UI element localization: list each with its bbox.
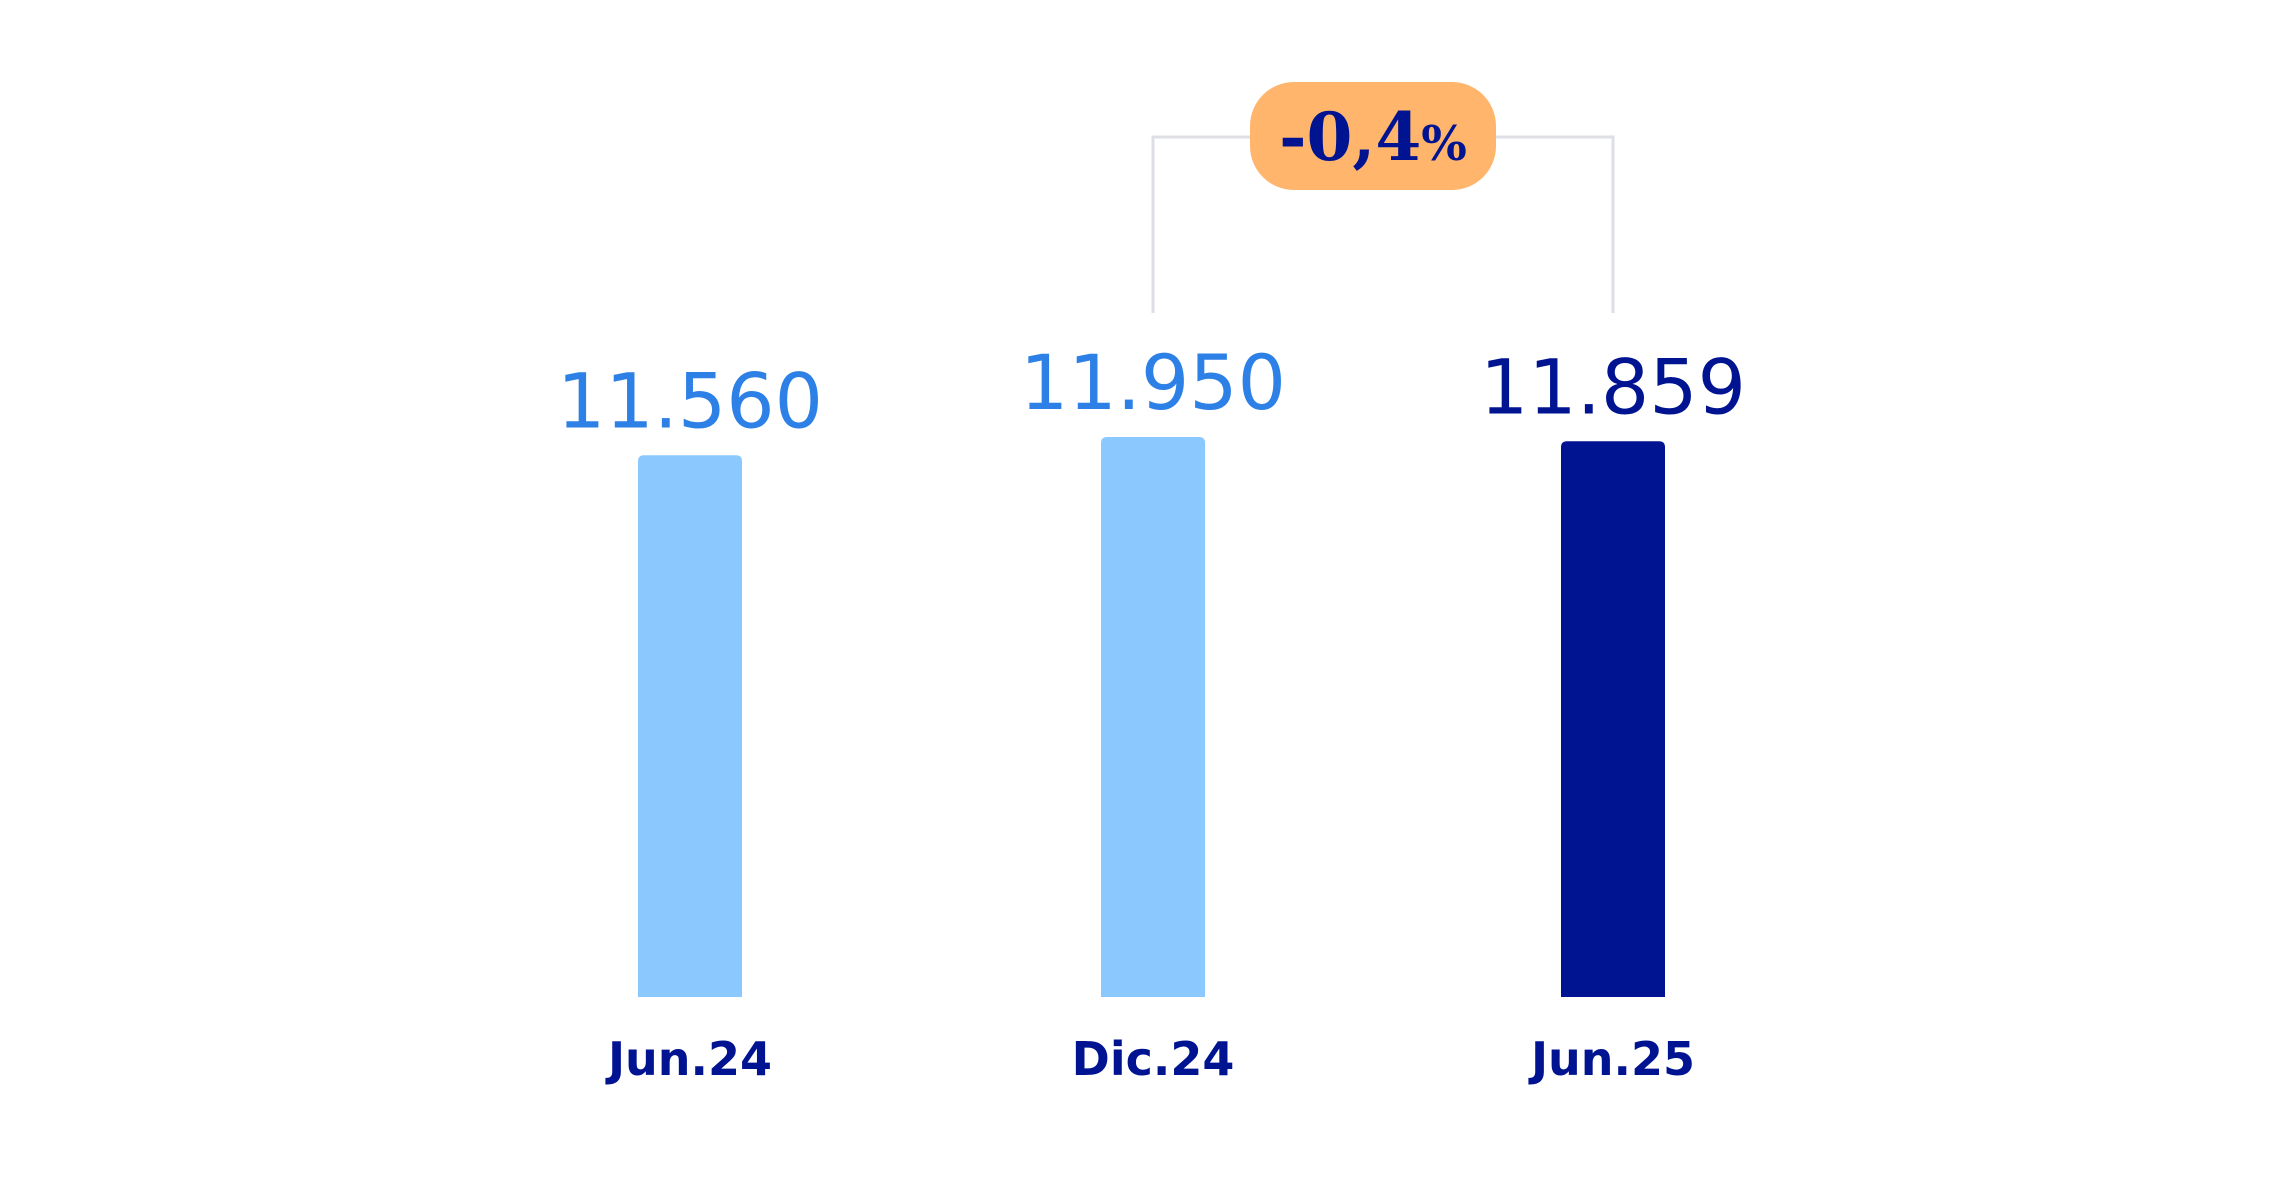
- category-labels-layer: Jun.24 Dic.24 Jun.25: [605, 1032, 1695, 1086]
- bracket-right-line: [1496, 135, 1615, 313]
- category-label-dic-24: Dic.24: [1072, 1032, 1235, 1086]
- value-label-dic-24: 11.950: [1020, 338, 1286, 427]
- change-badge: [1250, 82, 1496, 190]
- change-badge-text: -0,4%: [1279, 98, 1467, 176]
- change-badge-value: -0,4: [1279, 98, 1421, 176]
- value-label-jun-24: 11.560: [557, 356, 823, 445]
- bars-layer: [638, 437, 1665, 998]
- bracket-left-line: [1151, 135, 1250, 313]
- change-badge-unit: %: [1421, 116, 1467, 172]
- bar-jun-25: [1561, 441, 1665, 998]
- bar-jun-24: [638, 455, 742, 998]
- category-label-jun-24: Jun.24: [605, 1032, 772, 1086]
- bar-dic-24: [1101, 437, 1205, 997]
- change-annotation: -0,4%: [1151, 82, 1615, 313]
- value-labels-layer: 11.560 11.950 11.859: [557, 338, 1746, 445]
- value-label-jun-25: 11.859: [1480, 342, 1746, 431]
- category-label-jun-25: Jun.25: [1528, 1032, 1695, 1086]
